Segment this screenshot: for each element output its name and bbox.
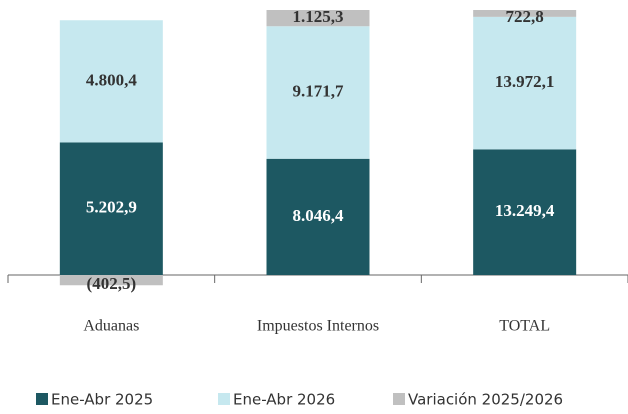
value-label: 9.171,7 [293, 81, 345, 100]
value-label: 1.125,3 [293, 7, 344, 26]
value-label: 13.972,1 [495, 72, 555, 91]
legend-swatch [218, 393, 230, 405]
value-label: 4.800,4 [86, 70, 138, 89]
x-tick-label: TOTAL [499, 318, 550, 335]
legend-swatch [36, 393, 48, 405]
value-label: 13.249,4 [495, 201, 555, 220]
value-label: 8.046,4 [293, 206, 345, 225]
legend-swatch [393, 393, 405, 405]
legend-label: Ene-Abr 2026 [233, 391, 335, 409]
value-label: 5.202,9 [86, 198, 137, 217]
legend-label: Ene-Abr 2025 [51, 391, 153, 409]
legend-label: Variación 2025/2026 [408, 391, 563, 409]
chart: Aduanas 5.202,9 4.800,4 (402,5) Impuestos In… [0, 0, 628, 414]
value-label: (402,5) [87, 274, 137, 293]
x-tick-label: Aduanas [83, 318, 139, 335]
x-tick-label: Impuestos Internos [257, 318, 379, 335]
value-label: 722,8 [506, 7, 544, 26]
